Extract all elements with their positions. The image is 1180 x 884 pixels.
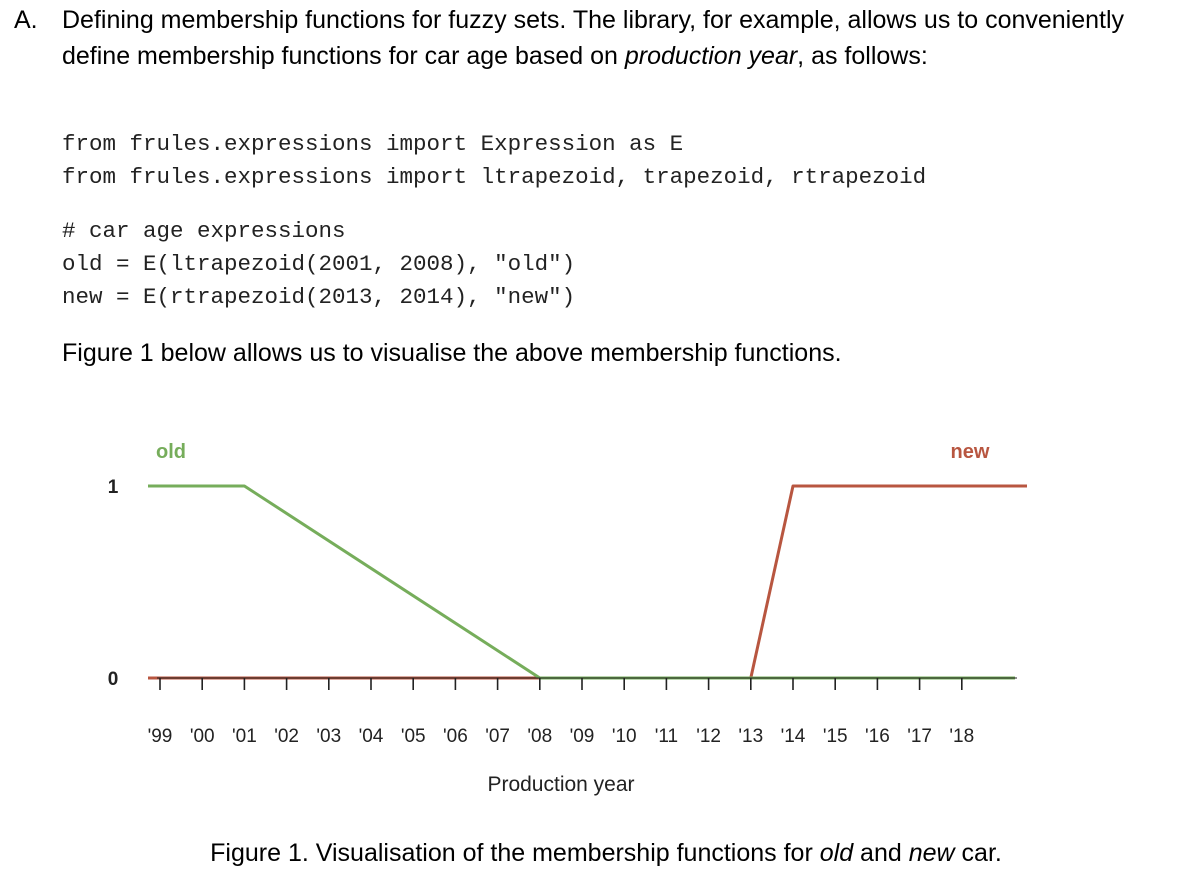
x-tick-label: '15 <box>823 726 848 747</box>
section-emphasis: production year <box>624 42 798 70</box>
label-layer: 0 1 Production year old new <box>108 441 990 796</box>
x-tick-label: '02 <box>274 726 299 747</box>
x-tick-label: '99 <box>148 726 173 747</box>
series-line-new <box>148 484 1027 680</box>
x-tick-label: '18 <box>949 726 974 747</box>
x-axis-layer: '99 '00 '01 '02 '03 '04 '05 '06 '07 '08 '09 '10 '11 '… <box>148 677 1017 747</box>
x-tick-label: '10 <box>612 726 637 747</box>
y-tick-label: 1 <box>108 477 119 498</box>
x-tick-label: '09 <box>570 726 595 747</box>
series-label-new: new <box>951 441 990 463</box>
section-lead: Defining membership functions for fuzzy … <box>62 6 1125 70</box>
figure-intro-text: Figure 1 below allows us to visualise th… <box>62 339 842 367</box>
caption-tail: car. <box>954 839 1002 867</box>
code-line: from frules.expressions import ltrapezoi… <box>62 164 927 190</box>
code-line: from frules.expressions import Expressio… <box>62 131 684 157</box>
section-paragraph: A. Defining membership functions for fuz… <box>14 2 1164 74</box>
x-tick-label: '08 <box>527 726 552 747</box>
x-tick-label: '06 <box>443 726 468 747</box>
caption-em-new: new <box>908 839 955 867</box>
y-tick-label: 0 <box>108 669 119 690</box>
x-tick-label: '07 <box>485 726 510 747</box>
code-line: new = E(rtrapezoid(2013, 2014), "new") <box>62 284 576 310</box>
caption-lead: Figure 1. Visualisation of the membershi… <box>210 839 820 867</box>
x-tick-label: '03 <box>316 726 341 747</box>
section-marker: A. <box>14 6 38 34</box>
section-tail: , as follows: <box>797 42 928 70</box>
x-tick-label: '00 <box>190 726 215 747</box>
membership-function-chart: '99 '00 '01 '02 '03 '04 '05 '06 '07 '08 '09 '10 '11 '… <box>108 441 1027 796</box>
figure-caption: Figure 1. Visualisation of the membershi… <box>0 835 1180 871</box>
series-label-old: old <box>156 441 186 463</box>
x-tick-label: '01 <box>232 726 257 747</box>
caption-em-old: old <box>819 839 854 867</box>
x-tick-label: '17 <box>907 726 932 747</box>
code-block-imports: from frules.expressions import Expressio… <box>62 128 926 194</box>
x-tick-label: '13 <box>738 726 763 747</box>
code-line: old = E(ltrapezoid(2001, 2008), "old") <box>62 251 576 277</box>
code-line: # car age expressions <box>62 218 346 244</box>
code-block-expressions: # car age expressions old = E(ltrapezoid(… <box>62 215 575 314</box>
series-layer <box>148 484 1027 680</box>
caption-mid: and <box>853 839 909 867</box>
x-tick-label: '16 <box>865 726 890 747</box>
x-tick-label: '05 <box>401 726 426 747</box>
series-line-old <box>148 484 1015 680</box>
x-tick-label: '14 <box>781 726 806 747</box>
x-tick-label: '04 <box>359 726 384 747</box>
x-axis-label: Production year <box>487 773 634 796</box>
x-tick-label: '11 <box>655 726 678 747</box>
section-body: Defining membership functions for fuzzy … <box>14 2 1164 74</box>
x-tick-label: '12 <box>696 726 721 747</box>
